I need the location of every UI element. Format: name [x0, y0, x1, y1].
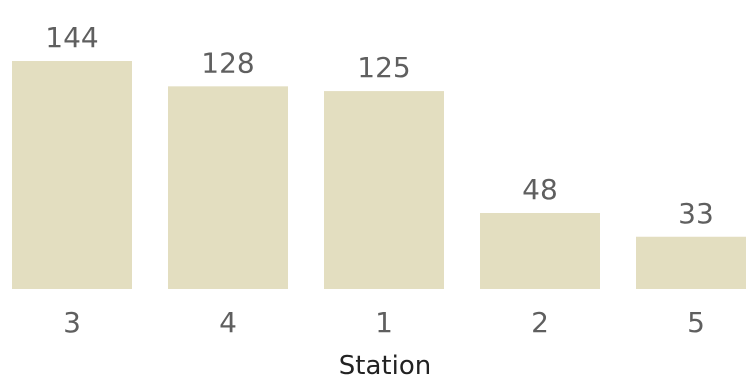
bars-group	[12, 61, 746, 289]
x-tick-label-5: 5	[687, 306, 705, 339]
data-label-station-1: 125	[357, 51, 410, 84]
bar-station-5	[636, 236, 746, 289]
x-tick-labels-group: 3 4 1 2 5	[63, 306, 705, 339]
bar-station-2	[480, 213, 600, 289]
bar-station-4	[168, 86, 288, 289]
x-axis-title: Station	[339, 351, 431, 381]
data-label-station-2: 48	[522, 173, 558, 206]
data-label-station-4: 128	[201, 46, 254, 79]
data-labels-group: 144 128 125 48 33	[45, 21, 714, 230]
data-label-station-5: 33	[678, 197, 714, 230]
data-label-station-3: 144	[45, 21, 98, 54]
bar-station-1	[324, 91, 444, 289]
x-tick-label-3: 3	[63, 306, 81, 339]
x-tick-label-1: 1	[375, 306, 393, 339]
bar-station-3	[12, 61, 132, 289]
x-tick-label-4: 4	[219, 306, 237, 339]
x-tick-label-2: 2	[531, 306, 549, 339]
